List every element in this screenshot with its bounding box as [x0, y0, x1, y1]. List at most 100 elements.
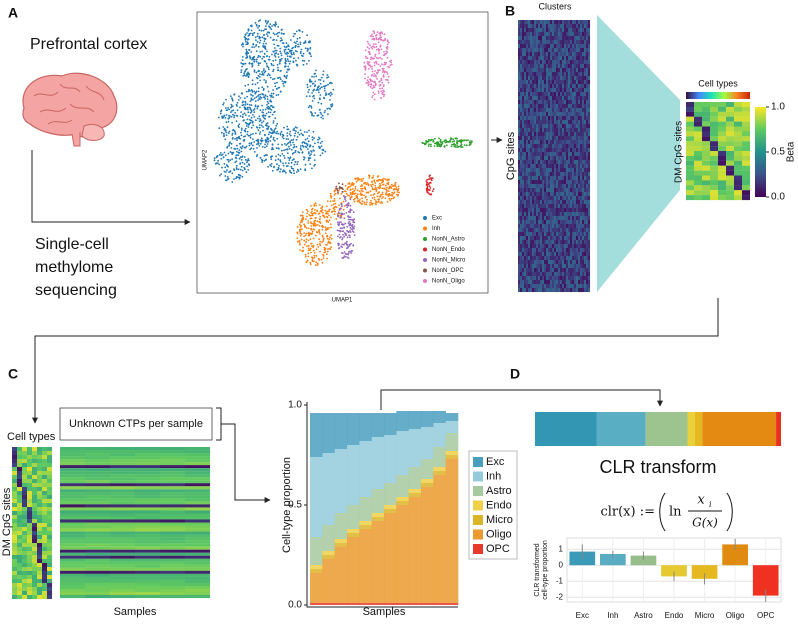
umap-point: [224, 166, 227, 169]
heatmap-cell: [564, 236, 567, 241]
heatmap-cell: [586, 140, 589, 145]
heatmap-cell: [518, 84, 521, 89]
heatmap-cell: [542, 280, 545, 285]
umap-point: [312, 89, 315, 92]
heatmap-cell: [536, 232, 539, 237]
umap-point: [283, 126, 285, 129]
heatmap-cell: [556, 84, 559, 89]
heatmap-cell: [572, 136, 575, 141]
umap-point: [237, 99, 240, 101]
heatmap-cell: [576, 156, 579, 161]
heatmap-cell: [546, 112, 549, 117]
heatmap-cell: [560, 188, 563, 193]
heatmap-cell: [524, 160, 527, 165]
umap-point: [246, 133, 249, 136]
heatmap-cell: [542, 56, 545, 61]
heatmap-cell: [570, 160, 573, 165]
umap-point: [385, 50, 388, 53]
umap-point: [323, 246, 326, 249]
heatmap-cell: [560, 212, 563, 217]
heatmap-cell: [556, 196, 559, 201]
heatmap-cell: [550, 160, 553, 165]
umap-point: [233, 169, 236, 172]
heatmap-cell: [568, 36, 571, 41]
heatmap-cell: [532, 72, 535, 77]
heatmap-cell: [544, 168, 547, 173]
heatmap-cell: [538, 168, 541, 173]
heatmap-cell: [522, 196, 525, 201]
heatmap-cell: [518, 112, 521, 117]
heatmap-cell: [584, 64, 587, 69]
umap-point: [238, 123, 241, 126]
heatmap-cell: [534, 192, 537, 197]
heatmap-cell: [538, 264, 541, 269]
umap-point: [372, 38, 375, 40]
umap-point: [261, 146, 264, 148]
umap-point: [325, 243, 327, 246]
heatmap-cell: [544, 172, 547, 177]
umap-point: [338, 221, 341, 224]
umap-point: [320, 258, 323, 261]
heatmap-cell: [530, 180, 533, 185]
heatmap-cell: [530, 288, 533, 293]
heatmap-cell: [538, 252, 541, 257]
umap-point: [306, 148, 309, 151]
heatmap-cell: [582, 256, 585, 261]
umap-point: [309, 157, 312, 160]
umap-point: [260, 158, 263, 161]
heatmap-cell: [534, 108, 537, 113]
umap-point: [239, 146, 242, 149]
umap-point: [361, 200, 364, 203]
umap-point: [303, 60, 306, 62]
heatmap-cell: [542, 84, 545, 89]
heatmap-cell: [570, 204, 573, 209]
heatmap-cell: [544, 272, 547, 277]
heatmap-cell: [588, 112, 591, 117]
heatmap-cell: [518, 184, 521, 189]
umap-point: [250, 116, 253, 119]
heatmap-cell: [568, 232, 571, 237]
umap-point: [246, 106, 249, 109]
umap-point: [358, 178, 361, 181]
heatmap-cell: [588, 144, 591, 149]
umap-point: [308, 135, 311, 137]
heatmap-cell: [520, 280, 523, 285]
umap-point: [229, 170, 232, 172]
heatmap-cell: [570, 208, 573, 213]
heatmap-cell: [554, 120, 557, 125]
umap-point: [387, 190, 390, 193]
umap-point: [392, 184, 395, 187]
heatmap-cell: [540, 48, 543, 53]
heatmap-cell: [548, 44, 551, 49]
umap-point: [287, 65, 290, 68]
heatmap-cell: [528, 116, 531, 121]
heatmap-cell: [554, 220, 557, 225]
heatmap-cell: [532, 108, 535, 113]
umap-point: [232, 109, 235, 112]
heatmap-cell: [560, 88, 563, 93]
umap-point: [249, 100, 252, 103]
heatmap-cell: [572, 220, 575, 225]
heatmap-cell: [518, 152, 521, 157]
heatmap-cell: [538, 104, 541, 109]
umap-point: [235, 114, 238, 117]
heatmap-cell: [580, 76, 583, 81]
heatmap-cell: [550, 192, 553, 197]
heatmap-cell: [548, 284, 551, 289]
heatmap-cell: [540, 164, 543, 169]
heatmap-cell: [536, 200, 539, 205]
umap-point: [350, 252, 353, 255]
heatmap-cell: [538, 212, 541, 217]
heatmap-cell: [548, 252, 551, 257]
heatmap-cell: [548, 256, 551, 261]
umap-point: [223, 151, 226, 154]
heatmap-cell: [538, 140, 541, 145]
heatmap-cell: [558, 204, 561, 209]
heatmap-cell: [576, 220, 579, 225]
heatmap-cell: [524, 256, 527, 261]
heatmap-cell: [534, 280, 537, 285]
heatmap-cell: [556, 80, 559, 85]
umap-point: [313, 221, 315, 223]
heatmap-cell: [582, 192, 585, 197]
umap-point: [319, 233, 321, 235]
